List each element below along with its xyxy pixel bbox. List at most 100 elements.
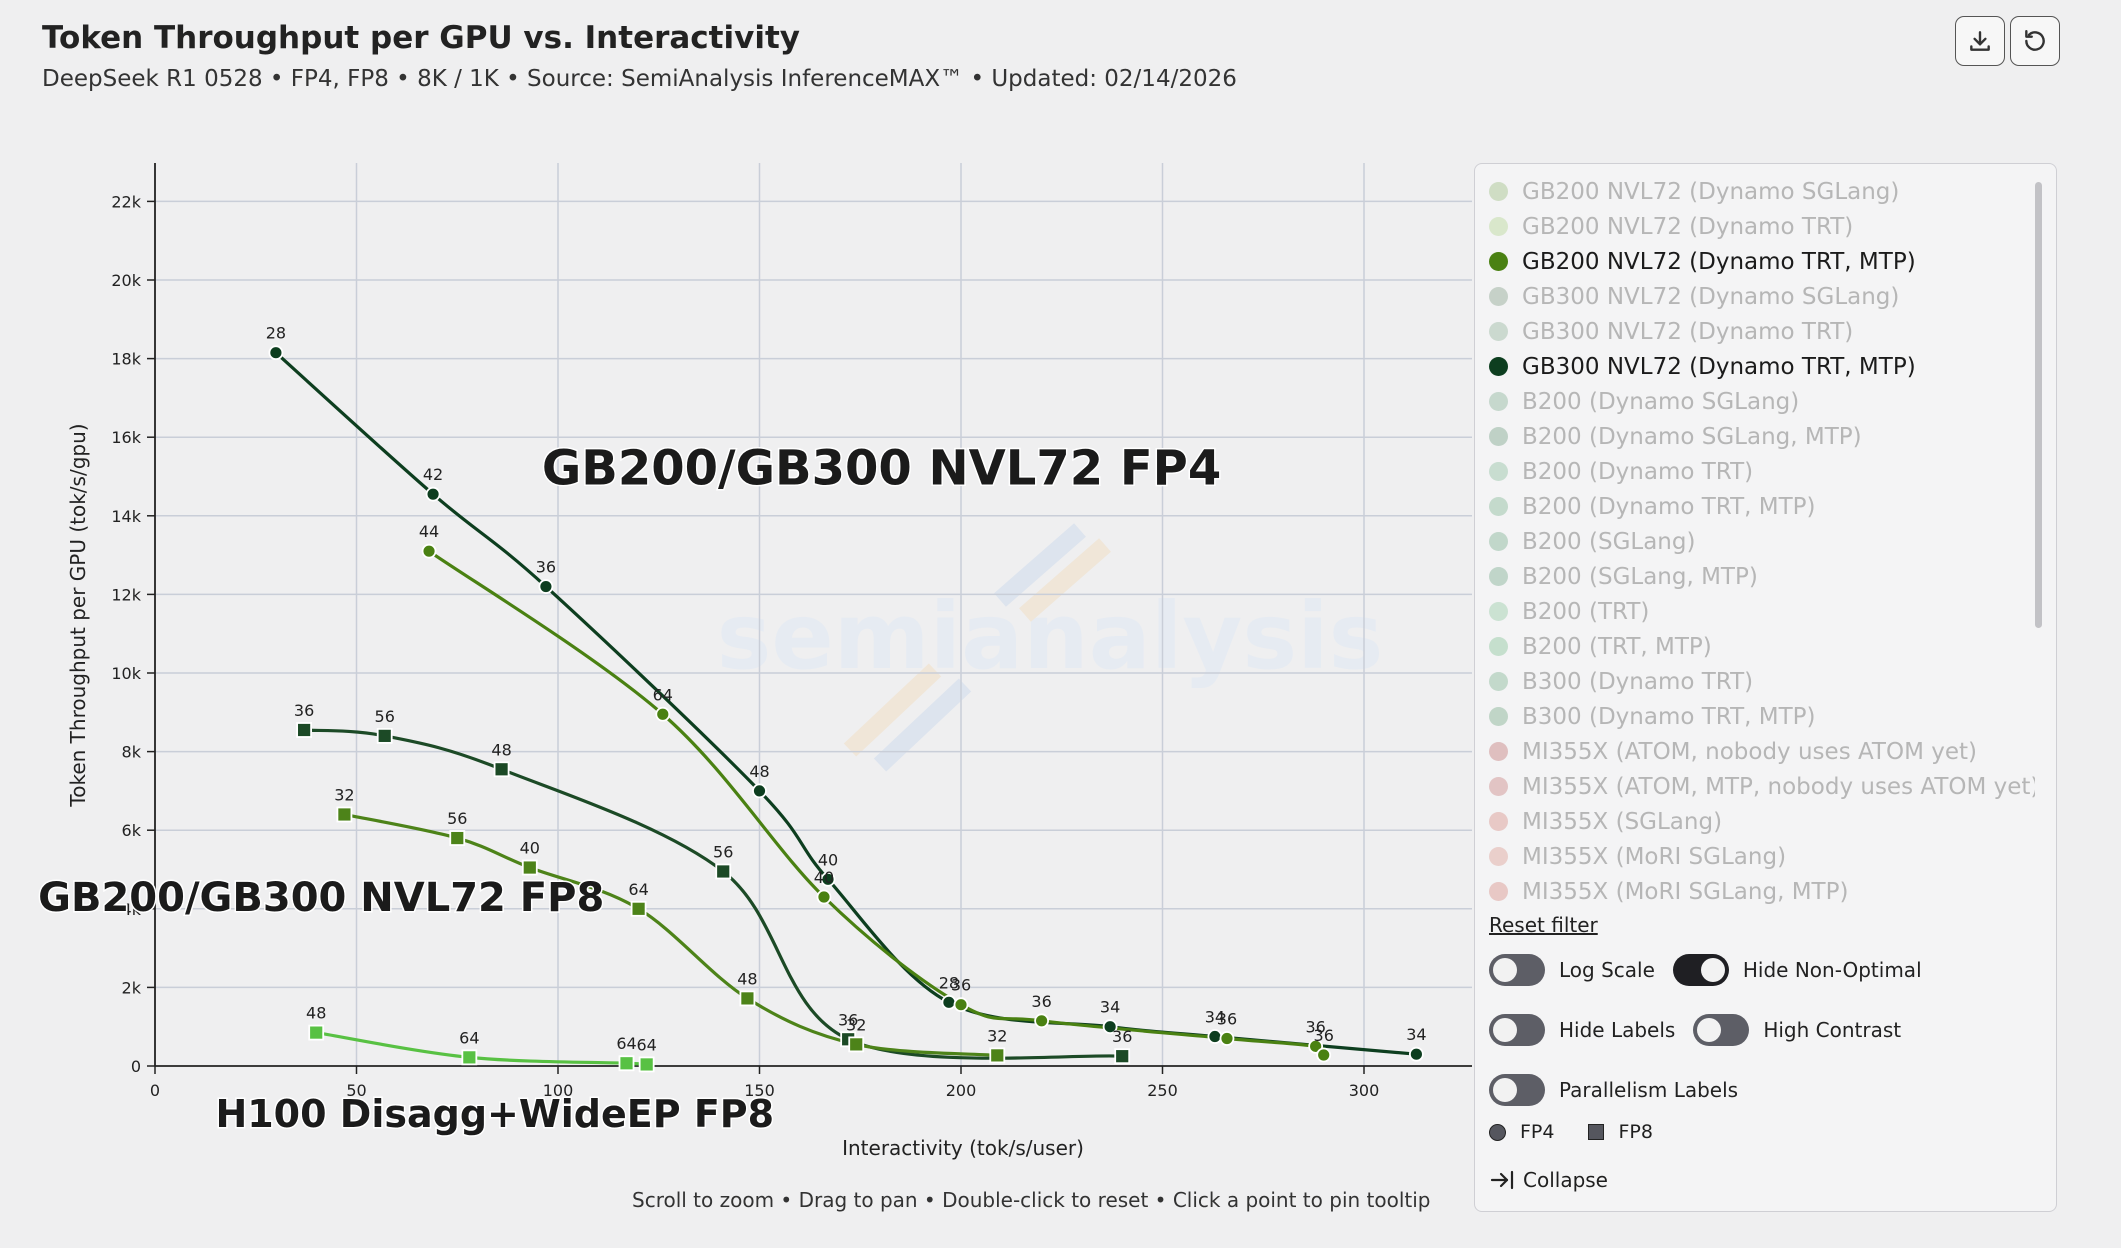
data-point[interactable] <box>820 871 836 887</box>
fp8-square-marker <box>1588 1124 1605 1140</box>
data-label: 64 <box>459 1028 479 1047</box>
y-tick-label: 16k <box>111 428 141 447</box>
data-point[interactable] <box>1408 1046 1424 1062</box>
legend-scrollbar[interactable] <box>2035 182 2042 628</box>
data-point[interactable] <box>1102 1019 1118 1035</box>
data-point[interactable] <box>715 863 732 880</box>
legend-item[interactable]: GB200 NVL72 (Dynamo TRT, MTP) <box>1475 244 2035 279</box>
data-point[interactable] <box>425 486 441 502</box>
legend-item-label: B200 (Dynamo SGLang, MTP) <box>1522 423 1862 450</box>
data-point[interactable] <box>953 997 969 1013</box>
legend-swatch <box>1489 567 1508 586</box>
legend-item[interactable]: B200 (TRT) <box>1475 594 2035 629</box>
data-point[interactable] <box>1114 1048 1131 1065</box>
legend-item[interactable]: B200 (Dynamo SGLang) <box>1475 384 2035 419</box>
legend-item-label: B200 (TRT, MTP) <box>1522 633 1712 660</box>
data-label: 64 <box>636 1035 656 1054</box>
data-point[interactable] <box>461 1049 478 1066</box>
legend-item[interactable]: B200 (Dynamo TRT) <box>1475 454 2035 489</box>
legend-item[interactable]: B200 (SGLang) <box>1475 524 2035 559</box>
data-point[interactable] <box>618 1055 635 1072</box>
legend-item[interactable]: MI355X (MoRI SGLang, MTP) <box>1475 874 2035 909</box>
data-point[interactable] <box>493 761 510 778</box>
marker-shape-key: FP4 FP8 <box>1489 1121 1653 1143</box>
data-point[interactable] <box>421 543 437 559</box>
data-label: 36 <box>1314 1026 1334 1045</box>
data-point[interactable] <box>816 889 832 905</box>
data-point[interactable] <box>752 783 767 799</box>
log-scale-toggle[interactable] <box>1489 954 1545 986</box>
legend-item[interactable]: B200 (TRT, MTP) <box>1475 629 2035 664</box>
data-point[interactable] <box>989 1047 1006 1064</box>
legend-item[interactable]: GB300 NVL72 (Dynamo TRT) <box>1475 314 2035 349</box>
data-point[interactable] <box>1207 1029 1223 1044</box>
hide-labels-toggle[interactable] <box>1489 1014 1545 1046</box>
series-line[interactable] <box>315 1031 649 1067</box>
legend-swatch <box>1489 532 1508 551</box>
collapse-icon <box>1490 1170 1514 1190</box>
legend-item[interactable]: GB200 NVL72 (Dynamo SGLang) <box>1475 174 2035 209</box>
data-point[interactable] <box>376 727 393 744</box>
legend-item[interactable]: MI355X (SGLang) <box>1475 804 2035 839</box>
data-point[interactable] <box>1316 1047 1332 1063</box>
data-label: 32 <box>987 1026 1007 1045</box>
hide-non-optimal-toggle[interactable] <box>1672 954 1729 986</box>
data-point[interactable] <box>296 722 313 738</box>
legend-item-label: MI355X (ATOM, nobody uses ATOM yet) <box>1522 738 1977 765</box>
legend-swatch <box>1489 357 1508 376</box>
data-label: 42 <box>423 465 443 484</box>
data-point[interactable] <box>848 1036 865 1053</box>
data-point[interactable] <box>1219 1031 1235 1046</box>
data-label: 36 <box>1112 1027 1132 1046</box>
legend-item[interactable]: B200 (Dynamo TRT, MTP) <box>1475 489 2035 524</box>
legend-item-label: B200 (SGLang) <box>1522 528 1696 555</box>
data-label: 40 <box>818 850 838 869</box>
legend-item[interactable]: MI355X (MoRI SGLang) <box>1475 839 2035 874</box>
legend-item[interactable]: MI355X (ATOM, nobody uses ATOM yet) <box>1475 734 2035 769</box>
collapse-button[interactable]: Collapse <box>1489 1168 1608 1192</box>
legend-item[interactable]: B300 (Dynamo TRT, MTP) <box>1475 699 2035 734</box>
data-point[interactable] <box>308 1024 325 1041</box>
data-point[interactable] <box>268 345 284 361</box>
legend-item[interactable]: B200 (Dynamo SGLang, MTP) <box>1475 419 2035 454</box>
legend-item[interactable]: B300 (Dynamo TRT) <box>1475 664 2035 699</box>
data-point[interactable] <box>336 806 353 823</box>
x-tick-label: 150 <box>744 1081 775 1100</box>
legend-item-label: GB300 NVL72 (Dynamo TRT, MTP) <box>1522 353 1916 380</box>
data-point[interactable] <box>941 994 957 1010</box>
series-line[interactable] <box>344 812 998 1057</box>
data-label: 34 <box>1100 998 1120 1017</box>
reset-filter-link[interactable]: Reset filter <box>1489 913 1598 937</box>
data-point[interactable] <box>521 859 538 876</box>
collapse-label: Collapse <box>1523 1168 1608 1192</box>
data-point[interactable] <box>538 579 554 594</box>
y-tick-label: 12k <box>111 585 141 604</box>
data-point[interactable] <box>638 1056 655 1073</box>
legend-item[interactable]: GB300 NVL72 (Dynamo SGLang) <box>1475 279 2035 314</box>
legend-item[interactable]: B200 (SGLang, MTP) <box>1475 559 2035 594</box>
legend-item[interactable]: MI355X (ATOM, MTP, nobody uses ATOM yet) <box>1475 769 2035 804</box>
data-point[interactable] <box>1034 1013 1049 1029</box>
fp4-key-label: FP4 <box>1520 1121 1555 1143</box>
parallelism-labels-toggle[interactable] <box>1489 1074 1545 1106</box>
y-tick-label: 20k <box>111 271 141 290</box>
data-point[interactable] <box>630 900 647 917</box>
legend-swatch <box>1489 812 1508 831</box>
data-point[interactable] <box>739 990 756 1007</box>
data-point[interactable] <box>655 706 671 722</box>
legend-swatch <box>1489 707 1508 726</box>
legend-item-label: B200 (Dynamo SGLang) <box>1522 388 1800 415</box>
high-contrast-label: High Contrast <box>1763 1018 1902 1042</box>
watermark-stroke <box>1019 538 1111 622</box>
reset-zoom-button[interactable] <box>2010 16 2060 66</box>
legend-item[interactable]: GB300 NVL72 (Dynamo TRT, MTP) <box>1475 349 2035 384</box>
y-tick-label: 8k <box>122 743 142 762</box>
download-button[interactable] <box>1955 16 2005 66</box>
data-label: 34 <box>1205 1008 1225 1027</box>
legend-list[interactable]: GB200 NVL72 (Dynamo SGLang) GB200 NVL72 (… <box>1475 174 2035 1064</box>
reset-icon <box>2025 30 2045 51</box>
data-point[interactable] <box>449 830 466 846</box>
legend-item[interactable]: GB200 NVL72 (Dynamo TRT) <box>1475 209 2035 244</box>
high-contrast-toggle[interactable] <box>1693 1014 1750 1046</box>
